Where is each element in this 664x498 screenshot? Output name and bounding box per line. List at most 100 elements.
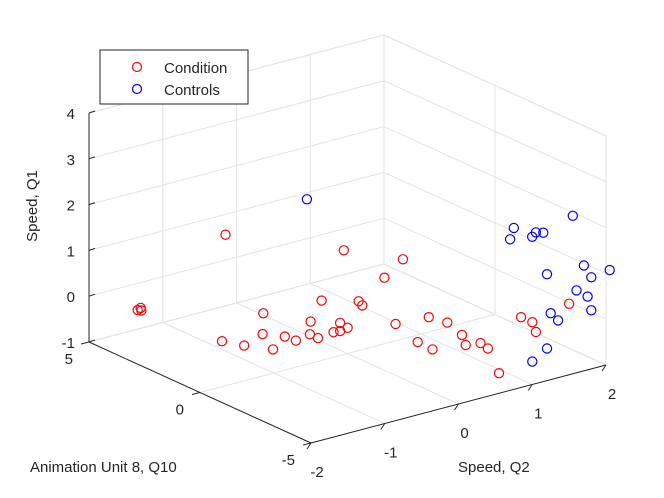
data-point-condition [216, 336, 228, 347]
data-point-condition [220, 229, 231, 240]
grid-line-z-side [383, 171, 607, 274]
y-axis-label: Animation Unit 8, Q10 [30, 459, 177, 476]
data-point-controls [586, 272, 597, 283]
legend-marker-controls [131, 83, 143, 95]
data-point-condition [379, 272, 390, 283]
data-point-controls [527, 356, 538, 367]
grid-line-z-side [383, 80, 607, 183]
data-point-controls [538, 227, 549, 238]
grid-line-z-back [88, 263, 385, 343]
data-point-condition [135, 302, 146, 314]
data-point-controls [504, 234, 516, 245]
data-point-condition [427, 344, 438, 355]
data-point-condition [357, 300, 368, 311]
z-axis-label: Speed, Q1 [24, 170, 41, 242]
grid-line-z-back [88, 217, 385, 297]
data-point-condition [257, 328, 268, 340]
data-point-condition [290, 335, 302, 346]
x-tick-label: 0 [460, 425, 468, 442]
x-tick-label: -1 [384, 445, 397, 462]
z-tick-label: 0 [67, 289, 75, 306]
data-point-controls [541, 269, 553, 280]
x-tick-mark [454, 403, 459, 411]
data-point-condition [456, 329, 468, 341]
data-point-controls [567, 210, 579, 221]
grid-line-z-side [383, 217, 607, 320]
data-point-condition [316, 295, 327, 306]
data-point-controls [527, 231, 538, 242]
data-point-controls [301, 194, 313, 205]
data-point-condition [279, 331, 290, 342]
data-point-condition [328, 327, 339, 338]
legend: Condition Controls [99, 49, 249, 105]
x-tick-label: 1 [534, 406, 542, 423]
legend-box [99, 49, 249, 105]
data-point-controls [586, 305, 597, 316]
grid-line-z-side [383, 263, 607, 366]
x-tick-mark [306, 442, 312, 450]
z-tick-label: 1 [67, 243, 75, 260]
data-point-condition [482, 343, 494, 354]
z-tick-label: 4 [67, 106, 75, 123]
legend-label-controls: Controls [164, 82, 220, 99]
data-point-condition [267, 344, 279, 355]
data-point-condition [390, 318, 401, 330]
data-point-condition [493, 368, 505, 379]
data-point-condition [238, 340, 250, 351]
grid-line-z-back [88, 171, 385, 251]
data-point-controls [582, 291, 593, 302]
data-point-controls [541, 343, 553, 354]
data-point-condition [397, 254, 409, 265]
data-point-controls [552, 315, 564, 326]
z-tick-mark [88, 293, 96, 297]
data-point-condition [334, 317, 346, 329]
data-point-condition [423, 312, 434, 323]
y-tick-label: 0 [176, 402, 184, 419]
z-tick-label: 3 [67, 152, 75, 169]
data-point-controls [604, 264, 615, 276]
z-tick-mark [88, 156, 96, 160]
data-point-condition [475, 337, 486, 349]
x-tick-mark [380, 423, 386, 430]
y-tick-mark [80, 341, 90, 345]
data-point-condition [412, 336, 423, 348]
z-tick-mark [88, 339, 96, 343]
z-tick-mark [88, 110, 96, 114]
legend-marker-condition [131, 61, 143, 73]
z-tick-mark [88, 202, 96, 206]
grid-line-z-back [88, 80, 385, 160]
z-tick-mark [88, 247, 96, 251]
data-point-condition [132, 304, 143, 316]
mark-layer [132, 194, 615, 379]
x-tick-label: 2 [608, 386, 616, 403]
grid-line-z-side [383, 34, 607, 137]
data-point-controls [578, 260, 590, 271]
data-point-condition [460, 339, 471, 351]
grid-line-z-side [383, 126, 607, 229]
data-point-condition [563, 298, 575, 309]
data-point-condition [342, 322, 353, 333]
legend-label-condition: Condition [164, 60, 227, 77]
data-point-condition [530, 326, 542, 338]
y-tick-mark [191, 392, 201, 395]
data-point-condition [305, 316, 316, 327]
data-point-condition [258, 308, 269, 319]
axis-layer [88, 113, 607, 444]
x-tick-mark [601, 364, 607, 372]
data-point-controls [545, 308, 556, 319]
z-tick-label: 2 [67, 198, 75, 215]
y-tick-label: -5 [282, 452, 295, 469]
x-tick-mark [527, 384, 533, 391]
data-point-controls [571, 285, 582, 296]
x-axis-label: Speed, Q2 [458, 459, 530, 476]
data-point-condition [527, 317, 538, 328]
data-point-condition [515, 312, 527, 323]
x-tick-label: -2 [310, 464, 323, 481]
y-tick-label: 5 [65, 351, 73, 368]
data-point-controls [508, 222, 519, 234]
grid-line-z-back [88, 126, 385, 206]
data-point-condition [312, 332, 324, 344]
